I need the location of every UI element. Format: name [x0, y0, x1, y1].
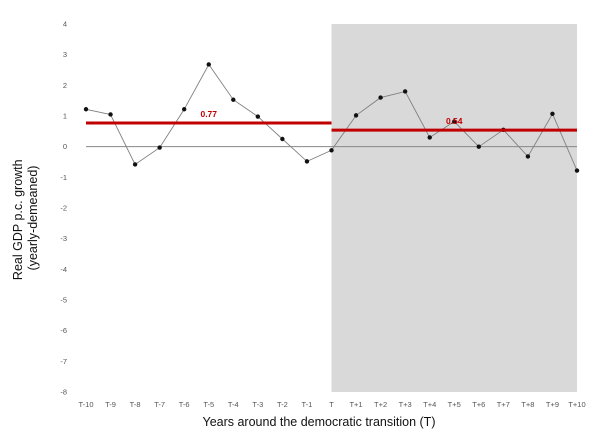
x-tick-label: T-9	[105, 400, 116, 409]
data-point	[329, 148, 334, 153]
average-label: 0.54	[446, 116, 463, 126]
y-tick-label: -5	[60, 296, 67, 305]
x-tick-label: T-8	[130, 400, 141, 409]
data-point	[353, 113, 359, 118]
x-axis-label: Years around the democratic transition (…	[203, 415, 436, 429]
data-point	[108, 112, 113, 117]
x-tick-label: T+1	[349, 400, 362, 409]
x-axis-ticks: T-10 T-9 T-8 T-7 T-6 T-5 T-4 T-3 T-2 T-1 T T+1 T+2 T+…	[78, 400, 585, 409]
data-point	[550, 111, 555, 117]
x-tick-label: T+10	[568, 400, 585, 409]
data-point	[574, 168, 580, 173]
data-point	[231, 97, 236, 102]
y-axis-ticks: 4 3 2 1 0 -1 -2 -3 -4 -5 -6 -7 -8	[60, 20, 67, 397]
data-point	[157, 145, 162, 150]
x-tick-label: T-6	[179, 400, 190, 409]
x-tick-label: T-1	[302, 400, 313, 409]
x-tick-label: T+6	[472, 400, 485, 409]
x-tick-label: T-5	[203, 400, 214, 409]
y-axis-label-line-2: (yearly-demeaned)	[26, 166, 40, 271]
y-tick-label: 3	[63, 50, 67, 59]
x-tick-label: T+3	[399, 400, 412, 409]
x-tick-label: T+8	[521, 400, 534, 409]
y-axis-label: Real GDP p.c. growth (yearly-demeaned)	[11, 156, 40, 280]
y-tick-label: 4	[63, 20, 67, 29]
y-tick-label: 1	[63, 112, 67, 121]
y-tick-label: 0	[63, 142, 67, 151]
data-point	[280, 136, 285, 142]
data-point	[83, 107, 89, 112]
y-tick-label: -8	[60, 388, 67, 397]
x-tick-label: T+7	[497, 400, 510, 409]
y-tick-label: -6	[60, 326, 67, 335]
data-point	[182, 107, 187, 112]
y-axis-label-line-1: Real GDP p.c. growth	[11, 159, 25, 280]
data-point	[476, 144, 481, 149]
data-point	[255, 114, 261, 119]
data-point	[427, 135, 432, 140]
y-tick-label: -7	[60, 357, 67, 366]
x-tick-label: T+4	[423, 400, 436, 409]
data-point	[206, 62, 211, 67]
x-tick-label: T+5	[448, 400, 461, 409]
data-point	[378, 95, 383, 100]
x-tick-label: T+9	[546, 400, 559, 409]
y-tick-label: -1	[60, 173, 67, 182]
y-tick-label: -2	[60, 204, 67, 213]
y-tick-label: 2	[63, 81, 67, 90]
data-point	[452, 119, 457, 124]
growth-series	[83, 62, 580, 173]
data-point	[402, 89, 408, 94]
x-tick-label: T-3	[252, 400, 263, 409]
x-tick-label: T-2	[277, 400, 288, 409]
data-point	[525, 154, 531, 159]
x-tick-label: T	[329, 400, 334, 409]
x-tick-label: T-10	[78, 400, 93, 409]
y-tick-label: -4	[60, 265, 67, 274]
data-point	[132, 162, 138, 167]
post-transition-shaded-region	[331, 24, 577, 392]
x-tick-label: T-7	[154, 400, 165, 409]
x-tick-label: T-4	[228, 400, 239, 409]
shaded-region-rect	[331, 24, 577, 392]
y-tick-label: -3	[60, 234, 67, 243]
data-point	[304, 159, 310, 164]
average-label: 0.77	[200, 109, 217, 119]
average-lines: 0.77 0.54	[86, 109, 577, 132]
x-tick-label: T+2	[374, 400, 387, 409]
